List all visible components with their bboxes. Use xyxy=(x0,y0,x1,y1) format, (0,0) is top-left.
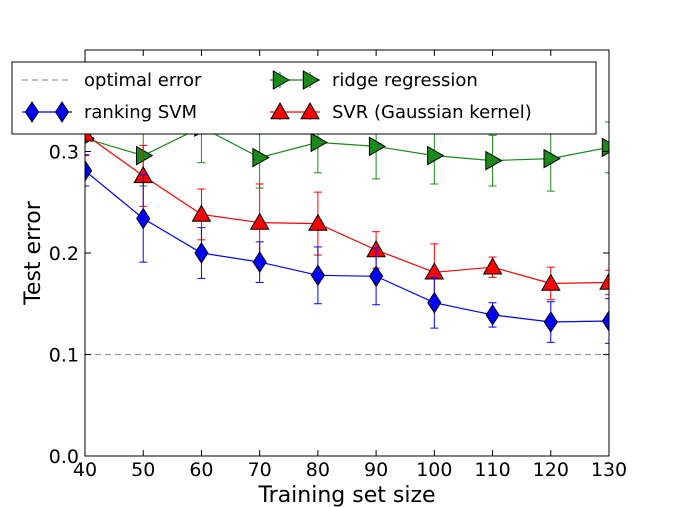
plot-area xyxy=(85,91,609,356)
svr-gaussian-kernel-point xyxy=(599,272,609,290)
axes: 40 50 60 70 80 90 100 110 120 130 0.0 0.1 0.2 0.3 Trai… xyxy=(21,49,627,507)
ranking-svm-legend-marker xyxy=(54,101,70,123)
ridge-regression-point xyxy=(427,145,445,166)
ridge-regression-point xyxy=(368,136,387,157)
svr-gaussian-kernel-point xyxy=(308,213,328,231)
x-tick-label: 110 xyxy=(474,459,510,481)
legend-item-ridge-regression: ridge regression xyxy=(270,70,478,91)
ranking-svm-point xyxy=(194,242,209,264)
ridge-regression-point xyxy=(310,132,328,153)
x-tick-label: 120 xyxy=(533,459,569,481)
x-tick-label: 40 xyxy=(73,459,97,481)
svr-gaussian-kernel-line xyxy=(85,133,609,285)
ranking-svm-legend-marker xyxy=(24,101,40,123)
ranking-svm-line xyxy=(85,170,609,323)
x-tick-label: 100 xyxy=(416,459,452,481)
ridge-regression-legend-marker xyxy=(272,70,291,90)
legend-item-ranking-svm: ranking SVM xyxy=(22,101,197,123)
ridge-regression-point xyxy=(136,145,154,166)
ridge-regression-legend-marker xyxy=(302,70,321,90)
svr-gaussian-kernel-series xyxy=(85,113,609,302)
x-axis-label: Training set size xyxy=(257,483,435,507)
ridge-regression-point xyxy=(485,150,503,171)
x-tick-label: 80 xyxy=(306,459,330,481)
svr-gaussian-kernel-point xyxy=(482,257,503,275)
svr-gaussian-kernel-point xyxy=(191,204,212,222)
ranking-svm-point xyxy=(310,264,325,287)
ridge-regression-point xyxy=(543,148,561,169)
legend-item-optimal-error: optimal error xyxy=(22,70,202,91)
svr-gaussian-kernel-point xyxy=(249,212,270,230)
ridge-regression-point xyxy=(252,147,270,168)
svr-gaussian-kernel-legend-marker xyxy=(270,101,290,120)
ranking-svm-point xyxy=(485,303,500,326)
ranking-svm-point xyxy=(543,311,558,333)
y-tick-label: 0.3 xyxy=(49,142,79,164)
ridge-regression-legend-label: ridge regression xyxy=(332,70,478,91)
ranking-svm-point xyxy=(601,310,609,332)
x-tick-label: 50 xyxy=(131,459,155,481)
x-tick-label: 70 xyxy=(248,459,272,481)
x-tick-label: 90 xyxy=(364,459,388,481)
x-tick-label: 60 xyxy=(189,459,213,481)
ranking-svm-point xyxy=(427,291,442,314)
plot-series-group xyxy=(85,91,609,356)
ranking-svm-point xyxy=(136,207,151,230)
ranking-svm-series xyxy=(85,155,609,344)
legend-item-svr-gaussian-kernel: SVR (Gaussian kernel) xyxy=(270,101,532,123)
svr-gaussian-kernel-legend-label: SVR (Gaussian kernel) xyxy=(332,102,532,123)
ranking-svm-legend-label: ranking SVM xyxy=(84,102,197,123)
y-tick-label: 0.1 xyxy=(49,345,79,367)
ridge-regression-line xyxy=(85,126,609,162)
y-tick-label: 0.0 xyxy=(49,446,79,468)
svr-gaussian-kernel-point xyxy=(540,273,561,291)
ranking-svm-point xyxy=(369,265,384,288)
legend: optimal error ridge regression ranking SVM… xyxy=(11,61,597,135)
ranking-svm-point xyxy=(252,251,267,274)
svr-gaussian-kernel-legend-marker xyxy=(300,101,320,120)
y-tick-label: 0.2 xyxy=(49,243,79,265)
y-axis-label: Test error xyxy=(21,200,46,306)
x-tick-label: 130 xyxy=(591,459,627,481)
optimal-error-legend-label: optimal error xyxy=(84,70,202,91)
ridge-regression-point xyxy=(601,137,609,158)
ranking-svm-point xyxy=(85,159,93,182)
